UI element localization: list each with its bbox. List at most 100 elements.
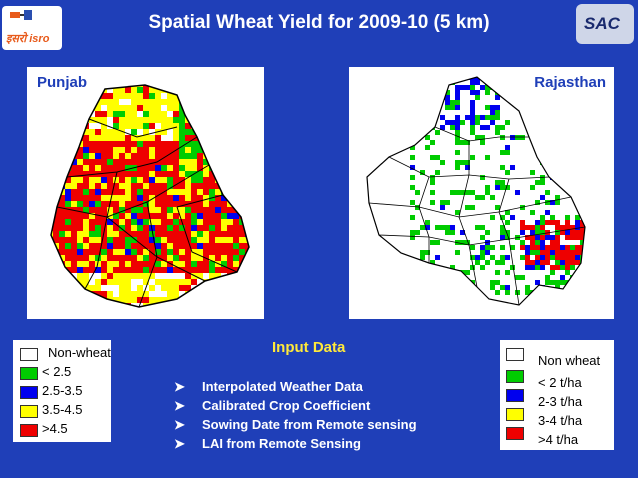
map-cell: [119, 147, 125, 153]
map-cell: [197, 201, 203, 207]
map-cell: [209, 105, 215, 111]
map-cell: [495, 110, 500, 115]
map-cell: [410, 235, 415, 240]
map-cell: [490, 245, 495, 250]
map-cell: [137, 93, 143, 99]
map-cell: [149, 111, 155, 117]
map-cell: [161, 207, 167, 213]
map-cell: [77, 147, 83, 153]
map-cell: [59, 165, 65, 171]
map-cell: [485, 245, 490, 250]
map-cell: [525, 260, 530, 265]
map-cell: [221, 129, 227, 135]
map-cell: [191, 183, 197, 189]
map-cell: [430, 120, 435, 125]
map-cell: [251, 195, 257, 201]
map-cell: [65, 273, 71, 279]
map-cell: [510, 265, 515, 270]
punjab-legend: Non-wheat < 2.5 2.5-3.5 3.5-4.5 >4.5: [13, 340, 111, 442]
map-cell: [101, 141, 107, 147]
map-cell: [89, 87, 95, 93]
map-cell: [455, 90, 460, 95]
map-cell: [95, 105, 101, 111]
map-cell: [245, 105, 249, 111]
map-cell: [77, 201, 83, 207]
map-cell: [239, 159, 245, 165]
map-cell: [251, 111, 257, 117]
map-cell: [191, 309, 197, 315]
map-cell: [197, 291, 203, 297]
map-cell: [107, 303, 113, 307]
map-cell: [570, 250, 575, 255]
map-cell: [575, 235, 580, 240]
map-cell: [540, 245, 545, 250]
map-cell: [470, 105, 475, 110]
map-cell: [53, 219, 59, 225]
map-cell: [137, 105, 143, 111]
map-cell: [125, 189, 131, 195]
map-cell: [221, 291, 227, 297]
map-cell: [555, 200, 560, 205]
map-cell: [485, 190, 490, 195]
map-cell: [435, 170, 440, 175]
map-cell: [535, 220, 540, 225]
map-cell: [167, 303, 173, 307]
map-cell: [95, 147, 101, 153]
map-cell: [185, 147, 191, 153]
map-cell: [83, 291, 89, 297]
map-cell: [155, 243, 161, 249]
map-cell: [119, 231, 125, 237]
map-cell: [101, 153, 107, 159]
map-cell: [410, 275, 415, 280]
map-cell: [245, 207, 249, 213]
map-cell: [149, 141, 155, 147]
map-cell: [51, 165, 53, 171]
map-cell: [500, 125, 505, 130]
map-cell: [530, 265, 535, 270]
map-cell: [515, 190, 520, 195]
map-cell: [185, 207, 191, 213]
map-cell: [545, 275, 550, 280]
map-cell: [555, 240, 560, 245]
map-cell: [209, 285, 215, 291]
map-cell: [460, 140, 465, 145]
map-cell: [185, 225, 191, 231]
map-cell: [575, 230, 580, 235]
map-cell: [239, 285, 245, 291]
map-cell: [440, 90, 445, 95]
map-cell: [83, 105, 89, 111]
map-cell: [95, 231, 101, 237]
map-cell: [410, 155, 415, 160]
map-cell: [77, 153, 83, 159]
map-cell: [535, 260, 540, 265]
map-cell: [113, 105, 119, 111]
map-cell: [143, 123, 149, 129]
map-cell: [470, 190, 475, 195]
map-cell: [119, 141, 125, 147]
map-cell: [425, 145, 430, 150]
map-cell: [179, 153, 185, 159]
map-cell: [161, 273, 167, 279]
map-cell: [119, 183, 125, 189]
map-cell: [83, 249, 89, 255]
map-cell: [227, 225, 233, 231]
map-cell: [137, 231, 143, 237]
map-cell: [490, 115, 495, 120]
map-cell: [251, 267, 257, 273]
map-cell: [209, 85, 215, 87]
map-cell: [83, 297, 89, 303]
map-cell: [59, 225, 65, 231]
map-cell: [71, 249, 77, 255]
map-cell: [161, 177, 167, 183]
map-cell: [107, 231, 113, 237]
map-cell: [470, 265, 475, 270]
map-cell: [59, 303, 65, 307]
map-cell: [107, 195, 113, 201]
map-cell: [450, 100, 455, 105]
map-cell: [490, 120, 495, 125]
map-cell: [179, 291, 185, 297]
map-cell: [540, 240, 545, 245]
map-cell: [95, 279, 101, 285]
map-cell: [485, 77, 490, 80]
map-cell: [233, 123, 239, 129]
